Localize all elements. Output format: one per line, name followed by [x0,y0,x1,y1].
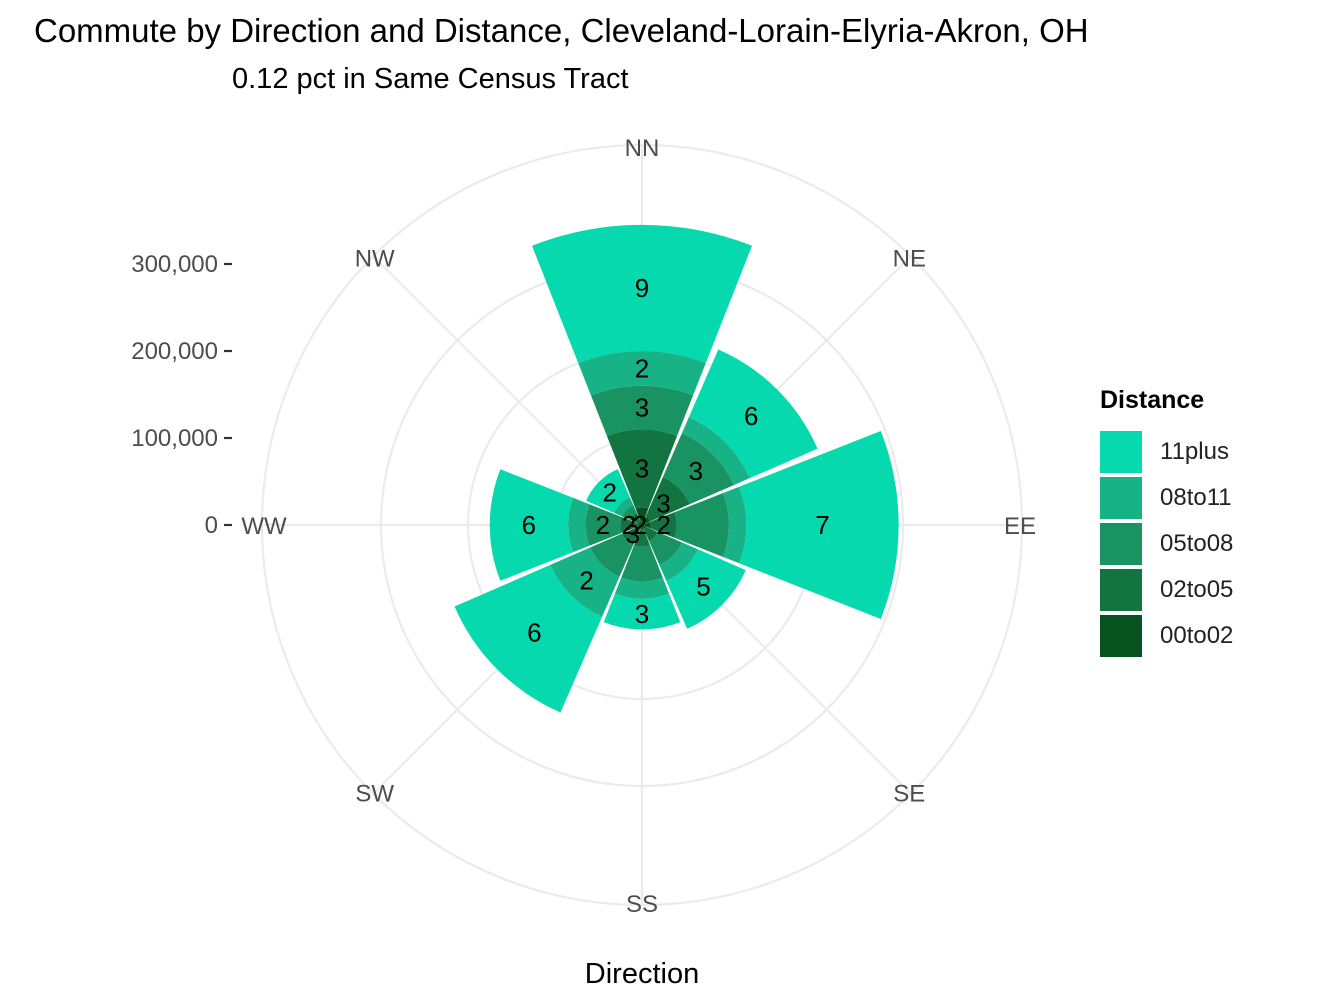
legend-swatch [1100,477,1142,519]
data-label-ne-11plus: 6 [744,401,758,431]
data-label-ww-02to05: 2 [622,510,636,540]
data-label-ww-05to08: 2 [596,510,610,540]
bar-nw-02to05 [630,513,641,524]
legend-swatch [1100,569,1142,611]
chart-title: Commute by Direction and Distance, Cleve… [34,12,1089,49]
data-label-ww-11plus: 6 [522,510,536,540]
bar-ne-11plus [688,349,818,479]
data-label-sw-11plus: 6 [527,618,541,648]
direction-label-se: SE [893,780,925,807]
direction-label-ss: SS [626,891,658,918]
legend-items: 11plus 08to11 05to08 02to05 00to02 [1100,429,1233,659]
bar-ww-11plus [489,469,574,581]
grid-spoke [372,255,643,526]
data-label-sw-02to05: 3 [626,519,640,549]
legend-swatch [1100,523,1142,565]
bar-sw-00to02 [638,525,642,529]
data-label-ne-02to05: 3 [656,488,670,518]
bar-nn-00to02 [635,507,649,525]
bar-nn-02to05 [606,429,678,509]
bar-ne-05to08 [662,433,734,505]
data-label-ee-11plus: 7 [815,510,829,540]
bar-nw-00to02 [638,521,642,525]
legend: Distance 11plus 08to11 05to08 02to05 00to02 [1100,386,1233,659]
bar-se-00to02 [642,525,646,529]
data-label-nn-05to08: 3 [635,393,649,423]
bar-ne-00to02 [642,517,650,525]
bar-sw-08to11 [550,547,620,617]
legend-item-08to11: 08to11 [1100,475,1233,521]
direction-label-ee: EE [1004,513,1036,540]
data-label-ne-05to08: 3 [689,456,703,486]
bar-nw-08to11 [614,497,634,517]
data-label-ee-02to05: 2 [657,510,671,540]
bar-ww-05to08 [585,504,622,546]
bar-ss-05to08 [621,545,663,582]
y-tick-label: 0 [205,512,218,539]
bar-se-08to11 [659,542,698,581]
bar-ww-02to05 [620,517,638,533]
bar-ww-08to11 [568,497,590,553]
bar-se-11plus [666,549,746,629]
x-axis-label: Direction [584,958,700,990]
bar-ee-00to02 [642,521,651,529]
data-label-ss-11plus: 3 [635,599,649,629]
data-label-nn-08to11: 2 [635,353,649,383]
bar-ee-02to05 [650,512,677,538]
legend-label: 11plus [1160,438,1229,465]
legend-label: 00to02 [1160,622,1234,649]
bar-ee-11plus [739,430,899,620]
bar-ne-08to11 [681,417,750,486]
bar-nn-11plus [532,224,752,364]
legend-label: 08to11 [1160,484,1232,511]
bar-se-05to08 [648,531,682,565]
bar-ee-05to08 [674,493,729,557]
bar-sw-02to05 [622,526,641,545]
direction-label-ww: WW [241,513,287,540]
direction-label-sw: SW [355,780,394,807]
legend-item-11plus: 11plus [1100,429,1233,475]
y-tick-label: 300,000 [131,251,218,278]
legend-swatch [1100,615,1142,657]
bar-se-02to05 [643,526,658,541]
chart-subtitle: 0.12 pct in Same Census Tract [232,63,629,95]
bar-ne-02to05 [645,477,690,522]
data-label-ww-00to02: 2 [633,510,647,540]
y-tick-label: 200,000 [131,338,218,365]
direction-label-nn: NN [625,135,660,162]
bar-ss-00to02 [640,525,644,530]
bar-nw-11plus [586,469,630,513]
bar-sw-05to08 [590,533,634,577]
legend-title: Distance [1100,386,1205,414]
data-label-sw-08to11: 2 [579,565,593,595]
legend-item-05to08: 05to08 [1100,521,1233,567]
bar-ss-11plus [603,593,681,630]
data-label-nw-11plus: 2 [602,478,616,508]
bar-nn-08to11 [578,350,706,396]
bar-ww-00to02 [637,523,642,527]
legend-item-02to05: 02to05 [1100,567,1233,613]
bar-sw-11plus [454,564,603,713]
y-tick-label: 100,000 [131,425,218,452]
bar-nn-05to08 [590,385,694,436]
legend-item-00to02: 00to02 [1100,613,1233,659]
bar-ee-08to11 [722,486,747,564]
direction-label-ne: NE [893,246,926,273]
bar-ss-02to05 [634,529,650,547]
direction-label-nw: NW [355,246,395,273]
legend-label: 05to08 [1160,530,1234,557]
data-label-nn-11plus: 9 [635,273,649,303]
data-label-nn-02to05: 3 [635,453,649,483]
legend-label: 02to05 [1160,576,1234,603]
legend-swatch [1100,431,1142,473]
bar-nw-05to08 [622,505,637,520]
bar-ss-08to11 [614,577,670,599]
data-label-se-11plus: 5 [696,572,710,602]
